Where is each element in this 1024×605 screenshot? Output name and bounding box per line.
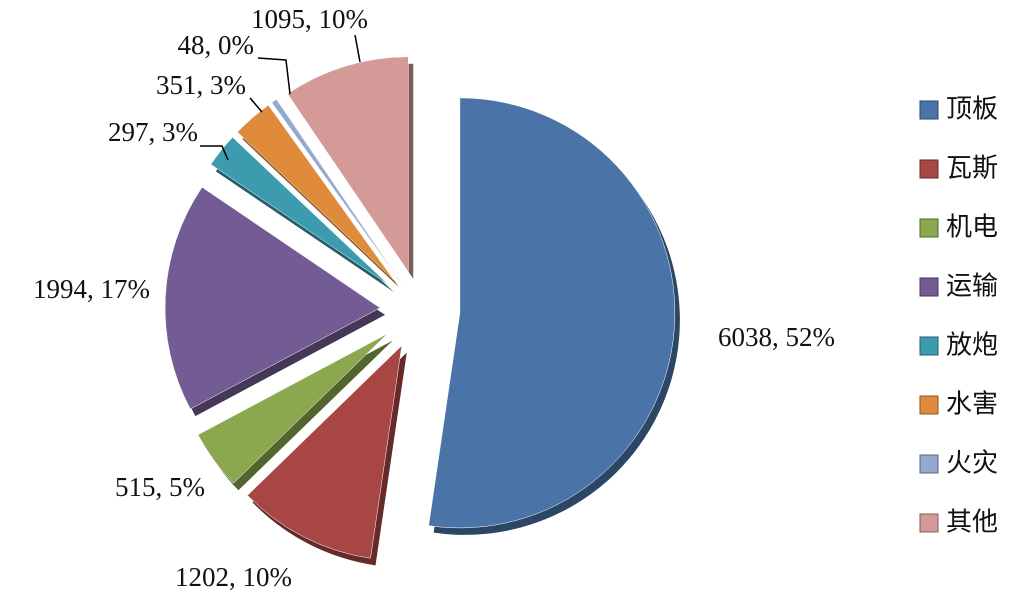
data-label: 515, 5% xyxy=(115,472,205,502)
slice xyxy=(237,104,394,281)
data-label: 1095, 10% xyxy=(251,4,368,34)
legend-label: 火灾 xyxy=(946,449,998,479)
legend-swatch xyxy=(919,218,939,238)
legend-swatch xyxy=(919,159,939,179)
slice xyxy=(164,186,381,410)
legend-label: 运输 xyxy=(946,272,998,302)
slice xyxy=(197,333,388,484)
legend-label: 瓦斯 xyxy=(946,154,998,184)
leader-line xyxy=(257,57,291,95)
slice xyxy=(247,344,403,559)
data-label: 1994, 17% xyxy=(33,274,150,304)
slice xyxy=(210,136,389,286)
slice xyxy=(287,56,409,273)
legend-label: 顶板 xyxy=(946,95,998,125)
slice xyxy=(271,98,398,278)
data-label: 297, 3% xyxy=(108,117,198,147)
legend-swatch xyxy=(919,513,939,533)
slice xyxy=(428,97,676,529)
leader-line xyxy=(200,145,229,161)
legend-swatch xyxy=(919,277,939,297)
legend-label: 放炮 xyxy=(946,331,998,361)
legend-swatch xyxy=(919,454,939,474)
data-label: 351, 3% xyxy=(156,70,246,100)
legend-swatch xyxy=(919,336,939,356)
legend-label: 其他 xyxy=(946,508,998,538)
data-label: 48, 0% xyxy=(178,30,255,60)
data-label: 6038, 52% xyxy=(718,322,835,352)
legend-label: 水害 xyxy=(946,390,998,420)
legend-label: 机电 xyxy=(946,213,998,243)
legend-swatch xyxy=(919,395,939,415)
leader-line xyxy=(354,34,361,63)
leader-line xyxy=(249,97,263,113)
legend-swatch xyxy=(919,100,939,120)
data-label: 1202, 10% xyxy=(175,562,292,592)
